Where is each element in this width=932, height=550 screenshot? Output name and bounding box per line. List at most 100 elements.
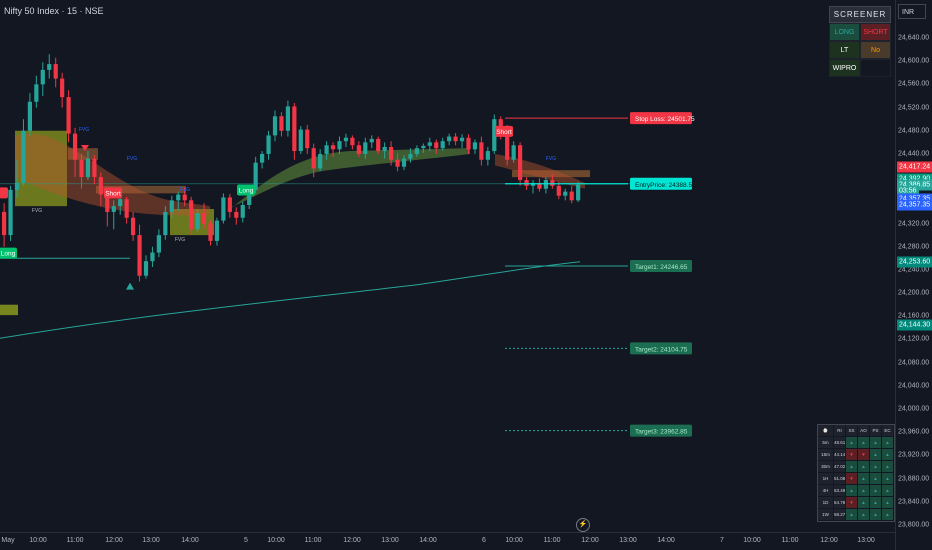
time-tick-label: 13:00	[857, 537, 875, 544]
price-badge: 24,392.90	[897, 173, 932, 185]
price-axis[interactable]: 24,640.00 24,600.00 24,560.00 24,520.00 24,4…	[895, 0, 932, 550]
candle-body	[221, 197, 226, 221]
candle	[382, 142, 387, 159]
mtf-value-cell: 58.27	[834, 509, 846, 521]
mtf-header-cell: RI	[834, 425, 846, 437]
screener-cell: No Signal	[860, 41, 891, 72]
level-label-text: Target2: 24104.75	[635, 346, 688, 353]
candle-body	[414, 148, 419, 154]
mtf-signal-cell: ▲	[870, 437, 882, 449]
candle	[156, 229, 161, 258]
screener-title: SCREENER	[829, 6, 891, 23]
currency-button[interactable]: INR	[898, 4, 926, 19]
candle-body	[60, 78, 65, 98]
price-chart[interactable]: Stop Loss: 24501.75 EntryPrice: 24388.55 T…	[0, 0, 895, 532]
price-tick-label: 23,920.00	[898, 451, 930, 459]
mtf-signal-cell: ▲	[858, 473, 870, 485]
time-tick-label: 14:00	[657, 537, 675, 544]
mtf-signal-cell: ▲	[882, 509, 894, 521]
zone-tag-label: FVG	[175, 237, 185, 243]
candle	[85, 151, 91, 181]
candle-body	[111, 206, 116, 212]
candle	[27, 93, 32, 137]
stop-loss-label: Stop Loss: 24501.75	[630, 112, 695, 125]
candle-body	[369, 138, 374, 143]
clock-icon[interactable]: ⚡	[576, 518, 590, 532]
candle	[459, 134, 465, 149]
candle	[518, 142, 523, 186]
signal-box	[237, 184, 255, 196]
candle	[401, 155, 407, 171]
candle	[8, 185, 13, 241]
candle	[556, 181, 561, 200]
mtf-signal-cell: ▲	[870, 473, 882, 485]
screener-cell	[860, 59, 891, 77]
candle-body	[298, 129, 303, 152]
candle-body	[576, 184, 581, 201]
candle	[208, 220, 213, 246]
candle-body	[550, 180, 555, 186]
candle	[389, 141, 394, 166]
candle	[298, 126, 303, 154]
mtf-timeframe-cell: 4H	[818, 485, 834, 497]
candle-body	[27, 101, 32, 131]
mtf-header-cell: AO	[858, 425, 870, 437]
time-tick-label: 10:00	[505, 537, 523, 544]
candle	[195, 209, 200, 233]
candle	[472, 139, 478, 154]
candle	[292, 102, 297, 160]
candle-body	[569, 191, 574, 201]
candle	[311, 143, 316, 178]
buy-triangle-icon	[126, 282, 134, 290]
candle-body	[363, 142, 368, 154]
candle	[369, 135, 374, 149]
time-tick-label: 11:00	[781, 537, 799, 544]
candle-body	[227, 197, 232, 212]
mtf-signal-cell: ▼	[846, 449, 858, 461]
candle	[60, 72, 65, 108]
price-tick-label: 24,200.00	[898, 289, 930, 297]
candle	[260, 151, 265, 169]
candle-body	[240, 204, 245, 218]
mtf-value-cell: 47.02	[834, 461, 846, 473]
candle	[466, 134, 471, 154]
mtf-row: 15m 44.14 ▼ ▼ ▲ ▲	[818, 449, 894, 461]
candle-body	[279, 116, 284, 131]
candle	[569, 185, 574, 204]
candle	[363, 137, 368, 159]
mtf-row: 1D 64.78 ▼ ▲ ▲ ▲	[818, 497, 894, 509]
candle-body	[176, 194, 181, 201]
fvg-zone	[0, 304, 18, 316]
candle-body	[8, 189, 13, 236]
candle	[376, 136, 381, 154]
candle-body	[247, 189, 252, 205]
time-tick-label: 6	[482, 537, 486, 544]
candle-body	[330, 145, 336, 150]
candle	[279, 112, 284, 137]
sell-triangle-icon	[81, 145, 89, 152]
price-tick-label: 24,160.00	[898, 312, 930, 320]
candle	[563, 188, 568, 201]
candle-body	[543, 180, 548, 189]
mtf-value-cell: 48.61	[834, 437, 846, 449]
candle-body	[169, 200, 174, 212]
time-axis-line	[0, 532, 895, 533]
time-tick-label: May	[1, 537, 15, 544]
candle	[66, 90, 71, 143]
candle-body	[285, 106, 290, 131]
mtf-signal-cell: ▲	[846, 485, 858, 497]
signal-short-label: Short	[495, 125, 513, 137]
candle-body	[311, 148, 316, 169]
signal-short-label: Short	[104, 187, 122, 199]
price-tick-label: 24,320.00	[898, 220, 930, 228]
candle-body	[47, 64, 52, 70]
candle	[343, 133, 349, 147]
candle-body	[511, 145, 516, 160]
price-tick-label: 24,120.00	[898, 335, 930, 343]
candle-body	[195, 213, 200, 230]
mtf-signal-cell: ▲	[882, 437, 894, 449]
zone-tag-label: FVG	[180, 187, 190, 193]
candle	[440, 137, 445, 151]
candle	[447, 133, 452, 146]
